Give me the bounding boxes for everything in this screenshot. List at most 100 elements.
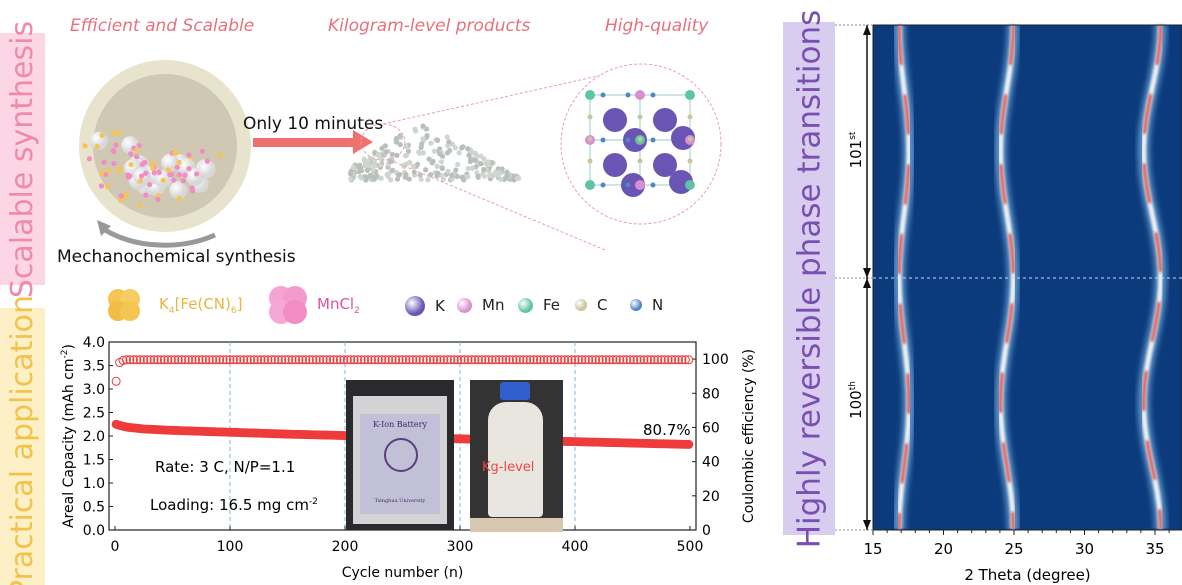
legend-mn: Mn [457, 296, 504, 314]
coulombic-efficiency-point [156, 355, 166, 365]
precursor-particle [165, 167, 171, 173]
y2-tick-label: 80 [702, 386, 720, 402]
y-tick-label: 0.5 [83, 500, 105, 516]
y-tick-label: 3.5 [83, 359, 105, 375]
powder-particle [377, 162, 383, 168]
coulombic-efficiency-point [573, 355, 583, 365]
coulombic-efficiency-point [529, 355, 539, 365]
coulombic-efficiency-point [642, 355, 652, 365]
coulombic-efficiency-point [315, 355, 325, 365]
coulombic-efficiency-point [563, 355, 573, 365]
powder-particle [420, 123, 426, 129]
precursor-particle [138, 173, 145, 179]
c-atom [687, 114, 693, 120]
powder-particle [445, 168, 451, 174]
powder-particle [419, 141, 425, 147]
coulombic-efficiency-point [677, 355, 687, 365]
coulombic-efficiency-point [425, 355, 435, 365]
capacity-point [684, 439, 694, 449]
fe-atom-icon [518, 297, 533, 313]
powder-particle [459, 145, 465, 151]
coulombic-efficiency-point [429, 355, 439, 365]
coulombic-efficiency-point [622, 355, 632, 365]
coulombic-efficiency-point [594, 355, 604, 365]
coulombic-efficiency-point [546, 355, 556, 365]
y-tick-label: 1.0 [83, 476, 105, 492]
precursor-particle [217, 152, 224, 159]
x-tick-label: 15 [863, 540, 882, 558]
y-tick-label: 2.0 [83, 429, 105, 445]
y-axis-label: Areal Capacity (mAh cm-2) [60, 344, 77, 528]
coulombic-efficiency-point [656, 355, 666, 365]
x-tick-label: 30 [1075, 540, 1094, 558]
powder-particle [423, 167, 429, 173]
powder-particle [498, 176, 504, 183]
coulombic-efficiency-point [498, 355, 508, 365]
powder-particle [444, 150, 450, 156]
c-atom [687, 158, 693, 164]
powder-particle [370, 166, 376, 173]
coulombic-efficiency-point [280, 355, 290, 365]
x-tick-label: 200 [332, 539, 359, 555]
coulombic-efficiency-point [373, 355, 383, 365]
coulombic-efficiency-point [625, 355, 635, 365]
coulombic-efficiency-point [256, 355, 266, 365]
x-tick-label: 500 [677, 539, 704, 555]
coulombic-efficiency-point [218, 355, 228, 365]
powder-particle [475, 173, 481, 179]
heatmap-background [873, 25, 1182, 530]
powder-particle [393, 139, 399, 145]
lattice-atom [585, 180, 595, 190]
coulombic-efficiency-point [680, 355, 690, 365]
coulombic-efficiency-point [401, 355, 411, 365]
powder-particle [438, 159, 445, 165]
powder-particle [435, 137, 441, 143]
precursor-particle [156, 169, 162, 176]
powder-particle [403, 171, 409, 178]
coulombic-efficiency-point [480, 355, 490, 365]
legend-k4fecn6: K4[Fe(CN)6] [105, 286, 242, 328]
coulombic-efficiency-point [470, 355, 480, 365]
rate-label: Rate: 3 C, N/P=1.1 [155, 458, 295, 476]
coulombic-efficiency-point [146, 355, 156, 365]
powder-particle [459, 174, 465, 180]
powder-particle [465, 174, 471, 180]
lattice-atom [585, 90, 595, 100]
coulombic-efficiency-point [567, 355, 577, 365]
powder-particle [477, 160, 484, 167]
milling-ball [197, 160, 216, 179]
powder-particle [418, 176, 424, 182]
precursor-particle [111, 148, 117, 155]
coulombic-efficiency-point [239, 355, 249, 365]
precursor-particle [86, 156, 93, 162]
x-tick-label: 20 [934, 540, 953, 558]
coulombic-efficiency-point [618, 355, 628, 365]
powder-particle [437, 151, 443, 157]
powder-particle [469, 165, 476, 171]
n-atom [625, 137, 631, 143]
coulombic-efficiency-point [611, 355, 621, 365]
n-atom [600, 182, 606, 188]
k-atom [653, 153, 677, 177]
powder-particle [430, 158, 436, 164]
y-tick-label: 1.5 [83, 453, 105, 469]
precursor-particle [186, 166, 192, 172]
powder-particle [366, 162, 373, 169]
lattice-atom [685, 90, 695, 100]
coulombic-efficiency-point [415, 355, 425, 365]
precursor-particle [186, 152, 192, 158]
powder-particle [449, 172, 455, 179]
coulombic-efficiency-point [370, 355, 380, 365]
y2-tick-label: 0 [702, 523, 711, 539]
powder-particle [446, 139, 452, 145]
powder-particle [434, 170, 441, 176]
coulombic-efficiency-point [391, 355, 401, 365]
powder-particle [350, 164, 356, 170]
arrowhead-icon [863, 520, 871, 530]
x-axis-label: Cycle number (n) [342, 565, 464, 581]
x-tick-label: 25 [1004, 540, 1023, 558]
coulombic-efficiency-point [311, 355, 321, 365]
powder-particle [466, 152, 472, 158]
precursor-particle [82, 143, 88, 149]
